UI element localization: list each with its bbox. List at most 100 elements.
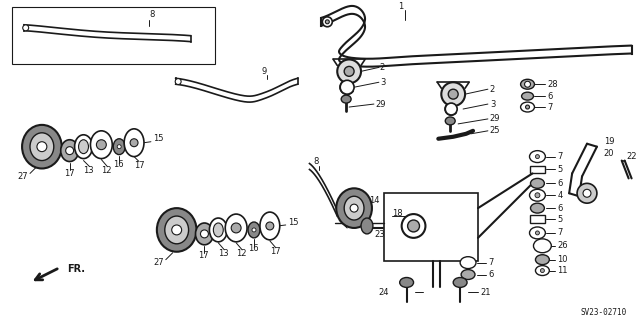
Text: 28: 28 xyxy=(547,80,558,89)
Text: 7: 7 xyxy=(488,258,493,267)
Text: 3: 3 xyxy=(380,78,385,87)
Circle shape xyxy=(323,17,332,27)
Text: 8: 8 xyxy=(314,157,319,166)
Text: 6: 6 xyxy=(488,270,493,279)
Circle shape xyxy=(525,105,529,109)
Text: 17: 17 xyxy=(64,169,74,178)
Text: 4: 4 xyxy=(557,191,563,200)
Circle shape xyxy=(66,147,74,155)
Circle shape xyxy=(172,225,182,235)
Ellipse shape xyxy=(520,102,534,112)
Text: 22: 22 xyxy=(627,152,637,161)
Ellipse shape xyxy=(113,139,125,155)
Ellipse shape xyxy=(442,82,465,106)
Circle shape xyxy=(37,142,47,152)
Ellipse shape xyxy=(445,117,455,125)
Circle shape xyxy=(231,223,241,233)
Ellipse shape xyxy=(531,178,545,188)
Text: 6: 6 xyxy=(557,179,563,188)
Circle shape xyxy=(577,183,597,203)
Circle shape xyxy=(266,222,274,230)
Ellipse shape xyxy=(337,59,361,83)
Circle shape xyxy=(175,78,181,85)
Text: 7: 7 xyxy=(547,102,553,112)
Text: FR.: FR. xyxy=(67,263,84,274)
Circle shape xyxy=(97,140,106,150)
Text: 26: 26 xyxy=(557,241,568,250)
Text: 5: 5 xyxy=(557,165,563,174)
Circle shape xyxy=(583,189,591,197)
Text: 21: 21 xyxy=(480,288,490,297)
Text: 7: 7 xyxy=(557,152,563,161)
Ellipse shape xyxy=(529,227,545,239)
Circle shape xyxy=(350,204,358,212)
Text: 17: 17 xyxy=(198,251,209,260)
Ellipse shape xyxy=(225,214,247,242)
Ellipse shape xyxy=(529,189,545,201)
Ellipse shape xyxy=(157,208,196,252)
Ellipse shape xyxy=(164,216,189,244)
Text: 23: 23 xyxy=(374,230,385,239)
Text: SV23-02710: SV23-02710 xyxy=(580,308,627,317)
Ellipse shape xyxy=(344,196,364,220)
Circle shape xyxy=(448,89,458,99)
Ellipse shape xyxy=(79,140,88,154)
Circle shape xyxy=(22,25,29,31)
Ellipse shape xyxy=(30,133,54,160)
Ellipse shape xyxy=(195,223,213,245)
Text: 27: 27 xyxy=(17,172,28,181)
Ellipse shape xyxy=(531,203,545,213)
Circle shape xyxy=(340,80,354,94)
Bar xyxy=(529,215,545,223)
Ellipse shape xyxy=(399,278,413,287)
Circle shape xyxy=(408,220,419,232)
Ellipse shape xyxy=(341,95,351,103)
Bar xyxy=(529,166,545,174)
Text: 13: 13 xyxy=(218,249,229,258)
Circle shape xyxy=(525,81,531,87)
Text: 2: 2 xyxy=(380,63,385,72)
Text: 5: 5 xyxy=(557,215,563,224)
Ellipse shape xyxy=(460,257,476,269)
Text: 16: 16 xyxy=(248,244,259,253)
Circle shape xyxy=(344,66,354,76)
Text: 14: 14 xyxy=(369,196,380,205)
Circle shape xyxy=(536,155,540,159)
Circle shape xyxy=(402,214,426,238)
Text: 9: 9 xyxy=(262,67,267,76)
Circle shape xyxy=(536,231,540,235)
Text: 13: 13 xyxy=(83,166,94,175)
Text: 6: 6 xyxy=(557,204,563,213)
Circle shape xyxy=(200,230,209,238)
Text: 7: 7 xyxy=(557,228,563,237)
Ellipse shape xyxy=(529,151,545,163)
Ellipse shape xyxy=(248,222,260,238)
Circle shape xyxy=(535,193,540,198)
Ellipse shape xyxy=(61,140,79,161)
Ellipse shape xyxy=(534,239,551,253)
Ellipse shape xyxy=(22,125,61,168)
Text: 12: 12 xyxy=(101,166,112,175)
Text: 1: 1 xyxy=(398,3,403,11)
Text: 29: 29 xyxy=(490,115,500,123)
Ellipse shape xyxy=(536,266,549,276)
Ellipse shape xyxy=(213,223,223,237)
Text: 8: 8 xyxy=(149,10,154,19)
Ellipse shape xyxy=(536,255,549,265)
Text: 16: 16 xyxy=(113,160,124,169)
Ellipse shape xyxy=(520,79,534,89)
Ellipse shape xyxy=(90,131,112,159)
Text: 3: 3 xyxy=(490,100,495,108)
Text: 15: 15 xyxy=(288,218,298,226)
Ellipse shape xyxy=(209,218,227,242)
Ellipse shape xyxy=(75,135,92,159)
Circle shape xyxy=(325,20,330,24)
Bar xyxy=(12,7,215,64)
Ellipse shape xyxy=(522,92,534,100)
Text: 17: 17 xyxy=(270,247,280,256)
Ellipse shape xyxy=(453,278,467,287)
Text: 11: 11 xyxy=(557,266,568,275)
Circle shape xyxy=(252,228,256,232)
Ellipse shape xyxy=(461,270,475,279)
Text: 6: 6 xyxy=(547,92,553,100)
